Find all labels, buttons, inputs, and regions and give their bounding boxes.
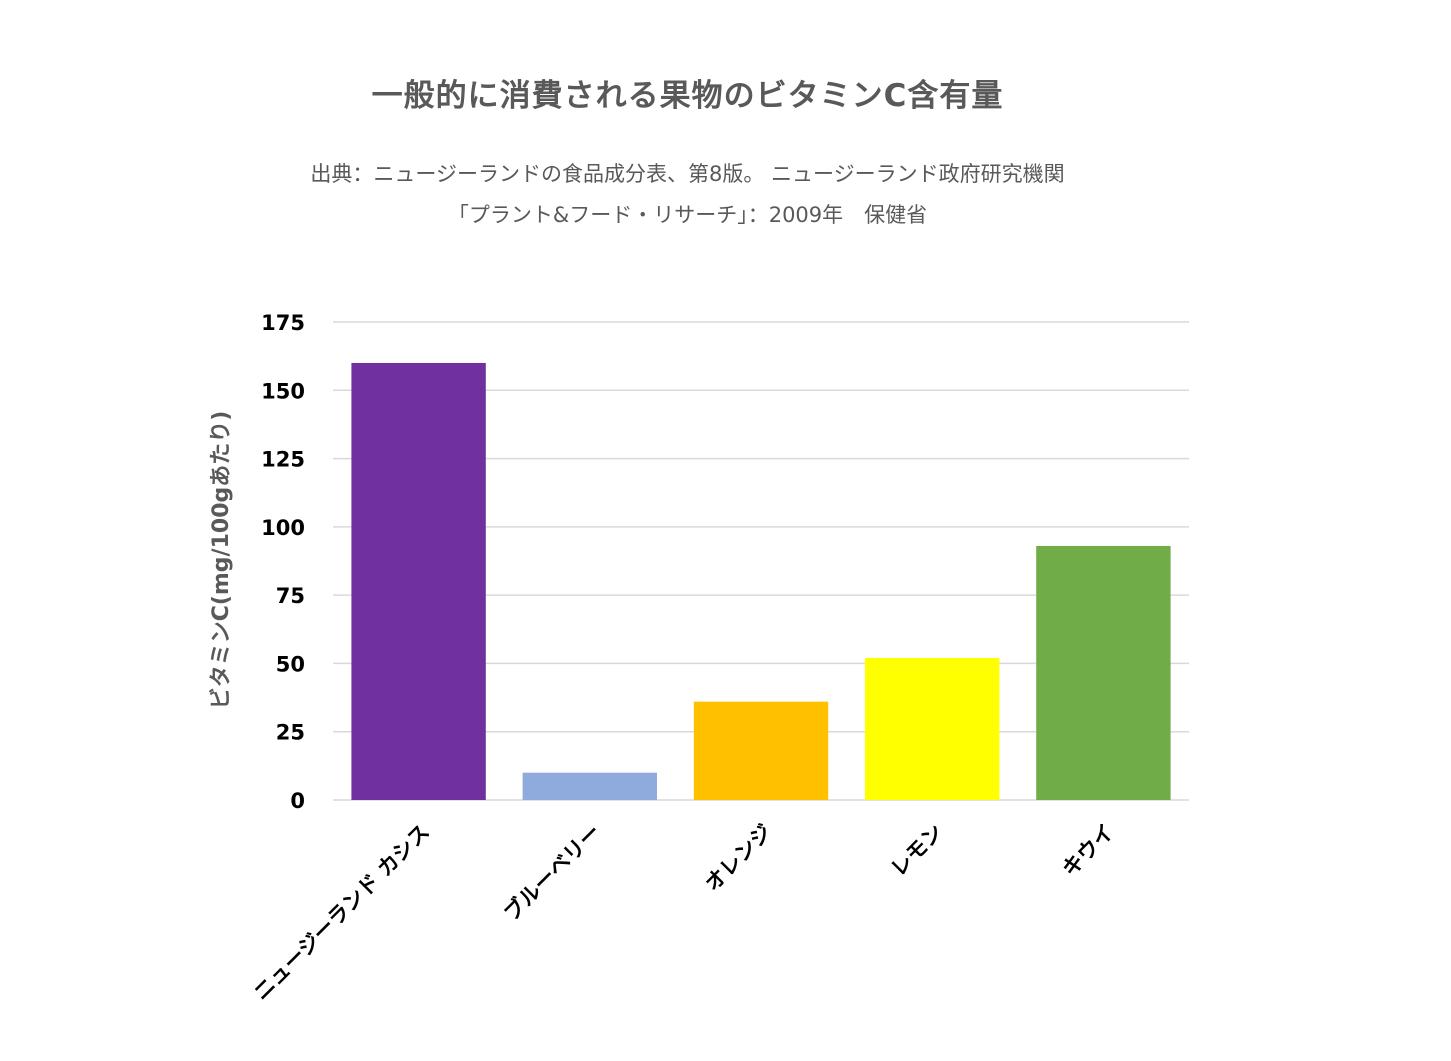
bar-1 [351, 362, 486, 800]
y-tick-label: 50 [276, 652, 305, 676]
y-tick-label: 150 [261, 379, 305, 403]
y-axis-label: ビタミンC(mg/100gあたり) [209, 411, 234, 710]
chart-subtitle-line-1: 出典：ニュージーランドの食品成分表、第8版。 ニュージーランド政府研究機関 [310, 162, 1065, 186]
x-axis-category-labels: ニュージーランド カシス ブルーベリー オレンジ レモン キウイ [249, 820, 1119, 1005]
x-category-label: レモン [886, 820, 948, 882]
y-tick-label: 175 [261, 311, 305, 335]
chart-subtitle-line-2: 「プラント&フード・リサーチ」：2009年 保健省 [447, 203, 928, 227]
y-tick-label: 25 [276, 721, 305, 745]
y-tick-label: 75 [276, 584, 305, 608]
bar-3 [693, 701, 829, 800]
bars [351, 362, 1171, 800]
y-tick-label: 0 [290, 789, 305, 813]
bar-4 [865, 657, 1000, 800]
bar-2 [522, 772, 657, 800]
y-axis-ticks: 0 25 50 75 100 125 150 175 [261, 311, 305, 813]
x-category-label: オレンジ [700, 820, 776, 896]
bar-5 [1036, 545, 1171, 800]
x-category-label: キウイ [1057, 820, 1119, 882]
x-category-label: ブルーベリー [499, 820, 605, 926]
y-tick-label: 100 [261, 516, 305, 540]
y-tick-label: 125 [261, 448, 305, 472]
chart-title: 一般的に消費される果物のビタミンC含有量 [371, 78, 1004, 114]
x-category-label: ニュージーランド カシス [249, 820, 434, 1005]
